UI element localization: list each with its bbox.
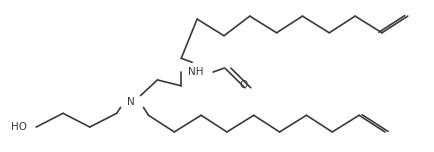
- Text: O: O: [239, 80, 247, 90]
- Text: HO: HO: [11, 122, 27, 132]
- Text: NH: NH: [188, 67, 204, 77]
- Text: N: N: [126, 97, 134, 107]
